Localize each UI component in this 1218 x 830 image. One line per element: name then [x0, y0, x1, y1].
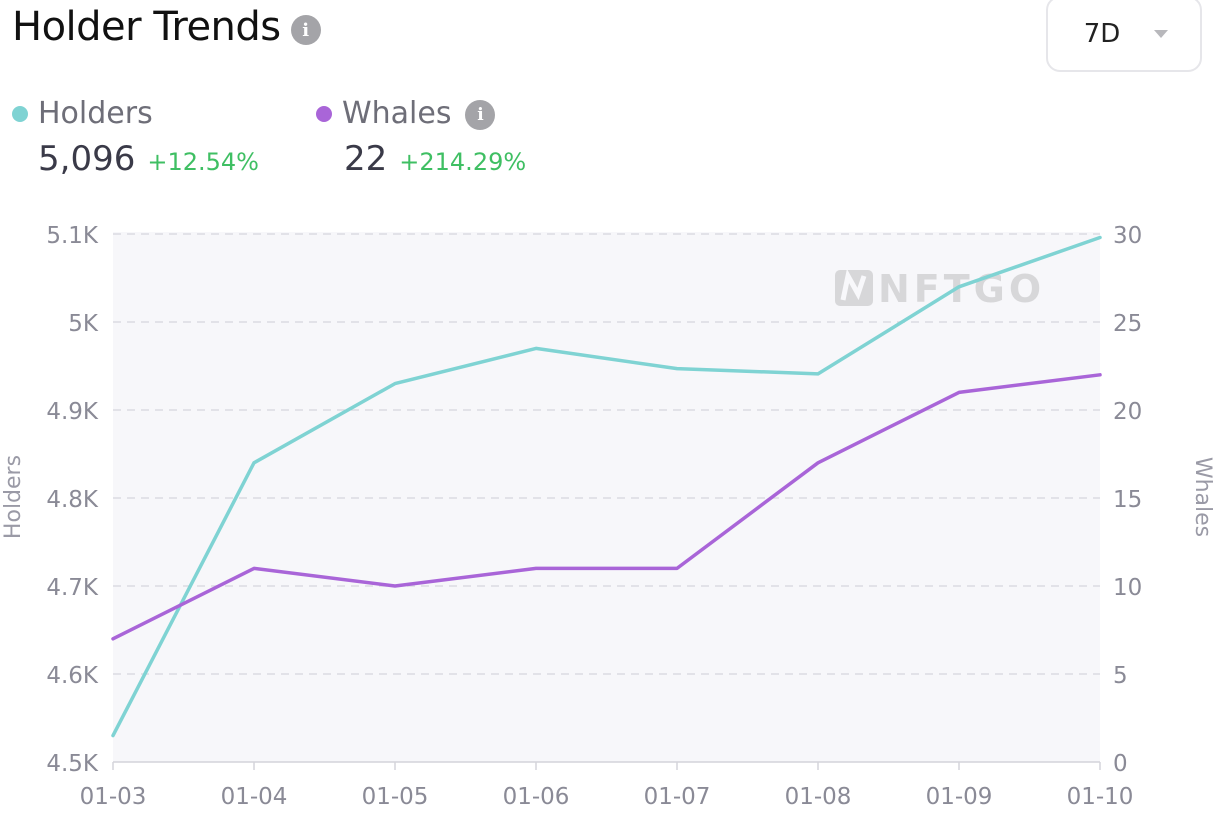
y-tick-label: 4.7K [46, 575, 99, 601]
y2-tick-label: 0 [1113, 751, 1128, 777]
time-range-dropdown[interactable]: 7D [1046, 0, 1202, 72]
nftgo-logo-icon [835, 270, 873, 306]
y-tick-label: 5.1K [46, 223, 99, 249]
y-tick-label: 5K [68, 311, 99, 337]
whales-count: 22 [344, 139, 388, 179]
y2-tick-label: 15 [1113, 487, 1142, 513]
legend-holders[interactable]: Holders 5,096 +12.54% [12, 96, 259, 179]
holders-change: +12.54% [147, 148, 259, 176]
holders-line [111, 235, 1102, 738]
holders-legend-label: Holders [38, 96, 153, 131]
whales-legend-dot [316, 105, 332, 122]
whales-info-icon[interactable]: i [465, 99, 496, 130]
x-tick-label: 01-06 [503, 784, 570, 810]
x-tick-label: 01-08 [785, 784, 852, 810]
x-tick-label: 01-05 [362, 784, 429, 810]
y-axis-title: Holders [1, 455, 26, 539]
whales-line [111, 373, 1102, 641]
nftgo-watermark: NFTGO [835, 267, 1045, 311]
chevron-down-icon [1154, 30, 1169, 38]
y-tick-label: 4.9K [46, 399, 99, 425]
page-title: Holder Trends [12, 4, 281, 50]
whales-legend-label: Whales [342, 96, 452, 131]
y2-axis-title: Whales [1190, 457, 1215, 537]
y-tick-label: 4.6K [46, 663, 99, 689]
x-tick-label: 01-03 [80, 784, 147, 810]
y2-tick-label: 5 [1113, 663, 1128, 689]
chart-header: Holder Trends i [12, 4, 321, 50]
y2-tick-label: 10 [1113, 575, 1142, 601]
holders-legend-dot [12, 105, 28, 122]
time-range-value: 7D [1083, 19, 1121, 49]
y-tick-label: 4.8K [46, 487, 99, 513]
x-tick-label: 01-10 [1067, 784, 1134, 810]
whales-change: +214.29% [399, 148, 527, 176]
x-tick-label: 01-04 [221, 784, 288, 810]
info-icon[interactable]: i [290, 15, 321, 45]
axes: 4.5K 0 4.6K 5 4.7K 10 4.8K 15 4.9K 20 5K 25 5.1K 30 01… [46, 223, 1142, 810]
plot-background [113, 232, 1100, 762]
holders-count: 5,096 [38, 139, 136, 179]
nftgo-logo-mark [840, 268, 867, 301]
x-tick-label: 01-07 [644, 784, 711, 810]
x-tick-label: 01-09 [926, 784, 993, 810]
y2-tick-label: 30 [1113, 223, 1142, 249]
grid-lines [113, 233, 1100, 675]
series [111, 235, 1102, 738]
y2-tick-label: 25 [1113, 311, 1142, 337]
legend-whales[interactable]: Whales i 22 +214.29% [316, 96, 526, 179]
y2-tick-label: 20 [1113, 399, 1142, 425]
y-tick-label: 4.5K [46, 751, 99, 777]
watermark-text: NFTGO [878, 267, 1045, 311]
